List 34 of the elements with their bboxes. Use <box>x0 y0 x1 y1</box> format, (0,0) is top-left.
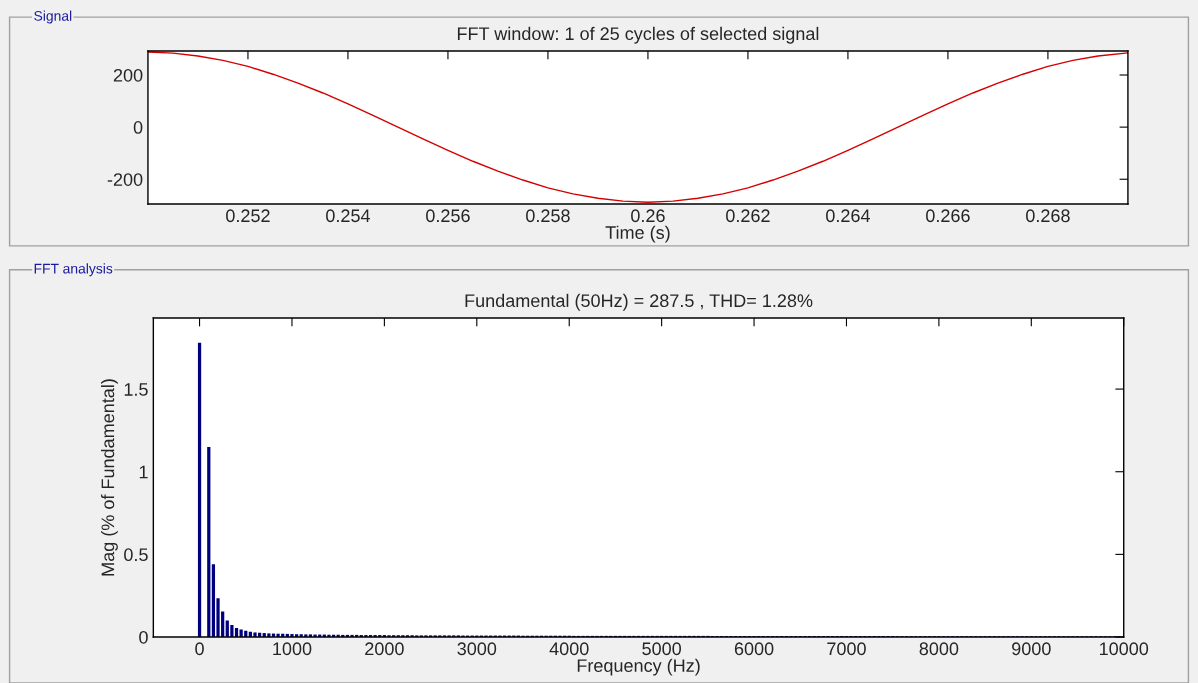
x-tick-label: 0.268 <box>1026 209 1070 223</box>
x-tick-label: 5000 <box>642 642 682 656</box>
x-tick-label: 0.256 <box>426 209 470 223</box>
y-tick-label: 0.5 <box>124 548 148 562</box>
text: Signal <box>34 10 72 24</box>
text: FFT analysis <box>34 263 113 277</box>
x-axis-title: Time (s) <box>605 225 670 243</box>
x-tick-label: 9000 <box>1012 642 1051 656</box>
chart-title: Fundamental (50Hz) = 287.5 , THD= 1.28% <box>465 293 813 311</box>
x-tick-label: 0.264 <box>826 209 870 223</box>
y-tick-label: 0 <box>139 630 148 644</box>
x-tick-label: 1000 <box>273 642 312 656</box>
x-tick-label: 3000 <box>457 642 497 656</box>
x-tick-label: 4000 <box>549 642 589 656</box>
x-tick-label: 6000 <box>734 642 774 656</box>
x-tick-label: 0.26 <box>631 209 665 223</box>
x-axis-title: Frequency (Hz) <box>577 658 700 676</box>
y-tick-label: 200 <box>113 68 143 82</box>
x-tick-label: 7000 <box>827 642 866 656</box>
y-axis-title: Mag (% of Fundamental) <box>101 379 118 576</box>
x-tick-label: 8000 <box>919 642 959 656</box>
y-tick-label: -200 <box>107 173 143 186</box>
chart-title: FFT window: 1 of 25 cycles of selected signal <box>457 26 819 44</box>
x-tick-label: 0 <box>195 642 204 656</box>
x-tick-label: 0.258 <box>526 209 570 223</box>
y-tick-label: 1 <box>139 465 148 479</box>
y-tick-label: 0 <box>133 121 143 134</box>
x-tick-label: 10000 <box>1100 642 1149 656</box>
x-tick-label: 0.254 <box>326 209 371 223</box>
x-tick-label: 0.262 <box>726 209 770 223</box>
x-tick-label: 0.266 <box>926 209 970 223</box>
x-tick-label: 0.252 <box>226 209 270 223</box>
y-tick-label: 1.5 <box>124 383 148 396</box>
x-tick-label: 2000 <box>365 642 404 656</box>
